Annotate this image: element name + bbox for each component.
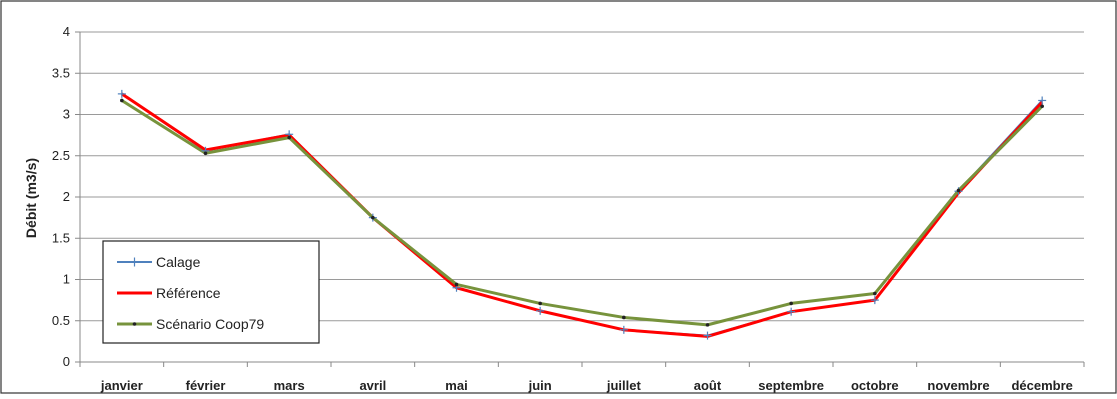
data-point-scenario	[873, 291, 877, 296]
data-point-scenario	[622, 315, 626, 320]
y-tick-label: 4	[63, 24, 70, 39]
data-point-scenario	[1040, 104, 1044, 109]
legend-label: Référence	[156, 285, 221, 301]
legend-marker	[132, 322, 137, 326]
data-point-calage	[870, 296, 879, 305]
y-tick-label: 2	[63, 189, 70, 204]
data-point-scenario	[538, 301, 542, 306]
data-point-scenario	[203, 151, 208, 156]
series-line-2	[120, 92, 1044, 338]
y-tick-label: 0	[63, 354, 70, 369]
axes: 0 0.5 1 1.5 2 2.5 3 3.5 4 janvier février mars avril…	[52, 24, 1085, 393]
x-tick-label: juin	[528, 378, 552, 393]
legend-item: Référence	[117, 285, 221, 301]
data-point-calage	[536, 306, 545, 315]
y-tick-label: 0.5	[52, 313, 70, 328]
x-tick-label: août	[694, 378, 722, 393]
legend-label: Scénario Coop79	[156, 316, 264, 332]
x-tick-label: juillet	[606, 378, 642, 393]
x-tick-label: avril	[359, 378, 386, 393]
x-tick-label: octobre	[851, 378, 899, 393]
data-point-calage	[619, 325, 628, 334]
x-tick-label: septembre	[758, 378, 824, 393]
data-point-calage	[703, 331, 712, 340]
x-tick-label: mars	[274, 378, 305, 393]
data-point-calage	[1038, 96, 1047, 105]
x-tick-label: janvier	[100, 378, 143, 393]
x-tick-label: décembre	[1011, 378, 1072, 393]
x-tick-label: mai	[445, 378, 467, 393]
legend-item: Scénario Coop79	[117, 316, 264, 332]
legend-item: Calage	[117, 254, 201, 270]
data-point-scenario	[287, 135, 291, 140]
data-point-calage	[787, 307, 796, 316]
data-point-scenario	[120, 98, 124, 103]
data-point-scenario	[789, 301, 793, 306]
y-tick-label: 1	[63, 272, 70, 287]
series-group	[117, 89, 1047, 340]
y-axis-title: Débit (m3/s)	[23, 158, 39, 238]
x-tick-label: novembre	[927, 378, 989, 393]
y-tick-label: 3.5	[52, 65, 70, 80]
data-point-scenario	[371, 215, 375, 220]
data-point-scenario	[454, 282, 459, 287]
x-tick-label: février	[186, 378, 226, 393]
legend-label: Calage	[156, 254, 201, 270]
y-tick-label: 2.5	[52, 148, 70, 163]
legend: Calage Référence Scénario Coop79	[102, 240, 320, 344]
data-point-scenario	[956, 188, 961, 193]
y-tick-label: 1.5	[52, 230, 70, 245]
data-point-scenario	[705, 323, 710, 327]
y-tick-label: 3	[63, 107, 70, 122]
data-point-calage	[117, 89, 126, 98]
series-line-3	[121, 99, 1044, 327]
